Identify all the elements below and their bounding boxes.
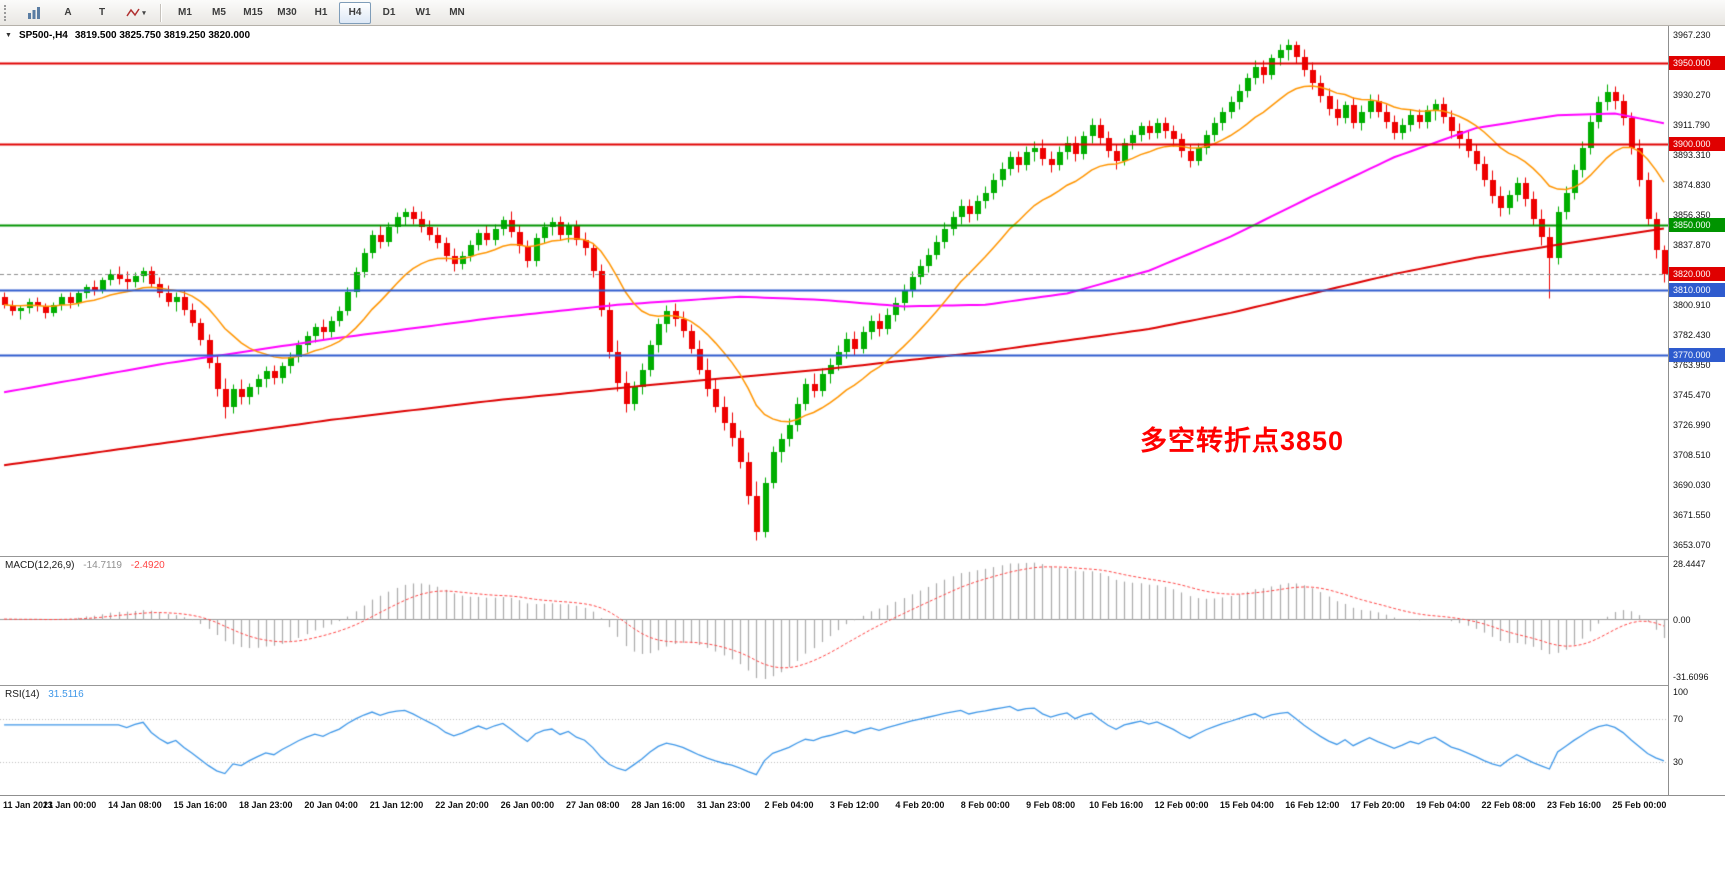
time-label: 16 Feb 12:00 bbox=[1285, 800, 1340, 810]
price-tick: 3800.910 bbox=[1673, 299, 1711, 310]
price-tick: 3874.830 bbox=[1673, 180, 1711, 191]
chart-annotation-text: 多空转折点3850 bbox=[1140, 426, 1345, 456]
rsi-axis-100: 100 bbox=[1673, 687, 1689, 697]
rsi-axis-70: 70 bbox=[1673, 714, 1684, 724]
time-label: 31 Jan 23:00 bbox=[696, 800, 751, 810]
timeframe-button-m15[interactable]: M15 bbox=[243, 7, 263, 18]
price-tag: 3850.000 bbox=[1669, 218, 1725, 233]
price-tick: 3726.990 bbox=[1673, 419, 1711, 430]
main-price-canvas[interactable] bbox=[0, 26, 1668, 556]
price-axis[interactable]: 28.4447 0.00 -31.6096 100 70 30 3967.230… bbox=[1668, 26, 1725, 795]
annotation-a-button[interactable]: A bbox=[52, 2, 84, 24]
rsi-indicator-label: RSI(14) 31.5116 bbox=[5, 689, 90, 700]
time-label: 15 Feb 04:00 bbox=[1219, 800, 1274, 810]
price-tag: 3810.000 bbox=[1669, 283, 1725, 298]
macd-signal-value: -2.4920 bbox=[130, 560, 165, 571]
price-tick: 3930.270 bbox=[1673, 90, 1711, 101]
text-tool-button[interactable]: T bbox=[86, 2, 118, 24]
ohlc-values: 3819.500 3825.750 3819.250 3820.000 bbox=[74, 30, 251, 41]
line-studies-dropdown-button[interactable]: ▾ bbox=[120, 2, 152, 24]
macd-main-value: -14.7119 bbox=[83, 560, 122, 571]
indicator-wave-icon bbox=[126, 8, 140, 16]
time-label: 9 Feb 08:00 bbox=[1026, 800, 1076, 810]
macd-axis-min: -31.6096 bbox=[1673, 672, 1709, 682]
rsi-canvas[interactable] bbox=[0, 686, 1668, 795]
macd-axis-max: 28.4447 bbox=[1673, 559, 1706, 569]
time-label: 13 Jan 00:00 bbox=[42, 800, 97, 810]
macd-title: MACD(12,26,9) bbox=[5, 560, 75, 571]
time-label: 19 Feb 04:00 bbox=[1416, 800, 1471, 810]
timeframe-button-d1[interactable]: D1 bbox=[382, 7, 396, 18]
rsi-value: 31.5116 bbox=[48, 689, 84, 700]
time-label: 15 Jan 16:00 bbox=[173, 800, 228, 810]
chart-quote-line: ▼ SP500-,H4 3819.500 3825.750 3819.250 3… bbox=[5, 30, 250, 41]
timeframe-button-m1[interactable]: M1 bbox=[178, 7, 192, 18]
time-label: 21 Jan 12:00 bbox=[369, 800, 424, 810]
time-label: 28 Jan 16:00 bbox=[631, 800, 685, 810]
timeframe-button-h1[interactable]: H1 bbox=[314, 7, 328, 18]
time-label: 22 Feb 08:00 bbox=[1481, 800, 1536, 810]
price-tick: 3708.510 bbox=[1673, 449, 1711, 460]
macd-canvas[interactable] bbox=[0, 557, 1668, 685]
time-label: 3 Feb 12:00 bbox=[829, 800, 879, 810]
timeframe-button-m30[interactable]: M30 bbox=[277, 7, 297, 18]
price-tick: 3782.430 bbox=[1673, 329, 1711, 340]
time-label: 17 Feb 20:00 bbox=[1350, 800, 1405, 810]
price-tick: 3911.790 bbox=[1673, 120, 1710, 131]
toolbar-drag-handle[interactable] bbox=[4, 4, 11, 21]
collapse-triangle-icon[interactable]: ▼ bbox=[5, 32, 12, 39]
time-label: 26 Jan 00:00 bbox=[500, 800, 555, 810]
price-tick: 3745.470 bbox=[1673, 389, 1711, 400]
time-label: 27 Jan 08:00 bbox=[566, 800, 620, 810]
bar-chart-button[interactable] bbox=[18, 2, 50, 24]
rsi-axis-30: 30 bbox=[1673, 757, 1684, 767]
price-tick: 3837.870 bbox=[1673, 240, 1711, 251]
time-label: 23 Feb 16:00 bbox=[1546, 800, 1601, 810]
price-tick: 3967.230 bbox=[1673, 30, 1711, 41]
timeframe-group: M1 M5 M15 M30 H1 H4 D1 W1 MN bbox=[169, 1, 473, 24]
time-label: 8 Feb 00:00 bbox=[960, 800, 1010, 810]
macd-axis-zero: 0.00 bbox=[1673, 614, 1691, 625]
price-tick: 3671.550 bbox=[1673, 509, 1711, 520]
timeframe-button-h4[interactable]: H4 bbox=[339, 1, 371, 24]
pane-separator[interactable] bbox=[0, 556, 1725, 557]
timeframe-button-w1[interactable]: W1 bbox=[415, 7, 431, 18]
time-label: 11 Jan 2021 bbox=[3, 800, 54, 810]
time-label: 10 Feb 16:00 bbox=[1089, 800, 1144, 810]
toolbar: A T ▾ M1 M5 M15 M30 H1 H4 D1 W1 MN bbox=[0, 0, 1725, 26]
letter-t-icon: T bbox=[98, 7, 106, 18]
time-label: 20 Jan 04:00 bbox=[304, 800, 358, 810]
price-tag: 3950.000 bbox=[1669, 56, 1725, 71]
price-tick: 3856.350 bbox=[1673, 210, 1711, 221]
price-tag: 3820.000 bbox=[1669, 266, 1725, 281]
toolbar-separator bbox=[160, 3, 161, 22]
bar-chart-icon bbox=[28, 6, 40, 19]
time-label: 22 Jan 20:00 bbox=[435, 800, 489, 810]
price-tick: 3763.950 bbox=[1673, 359, 1711, 370]
time-label: 2 Feb 04:00 bbox=[764, 800, 814, 810]
price-tick: 3893.310 bbox=[1673, 150, 1711, 161]
pane-separator[interactable] bbox=[0, 685, 1725, 686]
price-tag: 3770.000 bbox=[1669, 348, 1725, 363]
timeframe-button-m5[interactable]: M5 bbox=[212, 7, 226, 18]
rsi-title: RSI(14) bbox=[5, 689, 40, 700]
price-tick: 3690.030 bbox=[1673, 479, 1711, 490]
timeframe-button-mn[interactable]: MN bbox=[449, 7, 465, 18]
time-label: 12 Feb 00:00 bbox=[1154, 800, 1209, 810]
time-axis[interactable]: 11 Jan 2021 13 Jan 00:00 14 Jan 08:00 15 Ja… bbox=[0, 795, 1725, 816]
time-label: 25 Feb 00:00 bbox=[1612, 800, 1667, 810]
price-tag: 3900.000 bbox=[1669, 137, 1725, 152]
time-label: 18 Jan 23:00 bbox=[238, 800, 293, 810]
chevron-down-icon: ▾ bbox=[142, 9, 146, 17]
price-tick: 3653.070 bbox=[1673, 539, 1711, 550]
symbol-period-label: SP500-,H4 bbox=[18, 30, 68, 41]
time-label: 14 Jan 08:00 bbox=[108, 800, 162, 810]
macd-indicator-label: MACD(12,26,9) -14.7119 -2.4920 bbox=[5, 560, 171, 571]
letter-a-icon: A bbox=[64, 7, 72, 18]
time-label: 4 Feb 20:00 bbox=[895, 800, 945, 810]
